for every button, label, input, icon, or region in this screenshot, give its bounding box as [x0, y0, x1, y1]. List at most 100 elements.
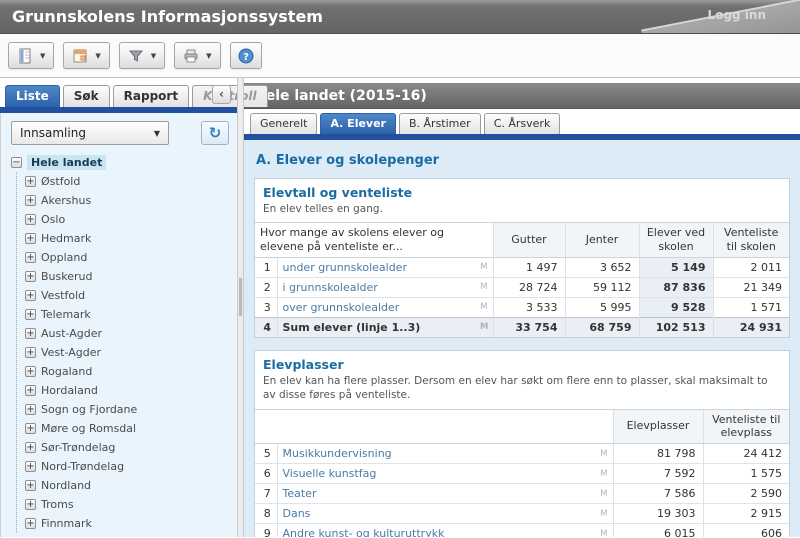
tree-item-label[interactable]: Buskerud [41, 270, 93, 283]
tree-children: + Østfold + Akershus + Oslo [16, 172, 237, 533]
tree-item: + Sogn og Fjordane [17, 400, 237, 419]
sidebar-tab[interactable]: Liste [5, 85, 60, 107]
value-venteliste-elevplass: 606 [702, 523, 789, 537]
tree-item-label[interactable]: Oslo [41, 213, 66, 226]
value-venteliste: 1 571 [712, 296, 789, 318]
refresh-button[interactable]: ↻ [201, 121, 229, 145]
print-menu-button[interactable]: ▼ [174, 42, 221, 69]
value-elevplasser: 6 015 [612, 523, 703, 537]
tree-root-label[interactable]: Hele landet [27, 155, 107, 170]
tree-item-label[interactable]: Sogn og Fjordane [41, 403, 138, 416]
expand-plus-icon[interactable]: + [25, 442, 36, 453]
expand-plus-icon[interactable]: + [25, 461, 36, 472]
login-link[interactable]: Logg inn [707, 8, 766, 22]
main-tab[interactable]: B. Årstimer [398, 113, 481, 134]
tree-item-label[interactable]: Oppland [41, 251, 88, 264]
tree-item-label[interactable]: Akershus [41, 194, 92, 207]
expand-plus-icon[interactable]: + [25, 366, 36, 377]
collapse-expander-icon[interactable]: − [11, 157, 22, 168]
value-jenter: 3 652 [564, 256, 639, 278]
splitter-handle[interactable] [239, 278, 242, 316]
value-elever-ved-skolen: 87 836 [638, 276, 713, 298]
remark-marker[interactable]: M [595, 463, 613, 484]
remark-marker[interactable]: M [595, 443, 613, 464]
remark-marker[interactable]: M [474, 316, 493, 338]
table-row: 9 Andre kunst- og kulturuttrykk M 6 015 … [255, 523, 789, 537]
expand-plus-icon[interactable]: + [25, 195, 36, 206]
expand-plus-icon[interactable]: + [25, 423, 36, 434]
chevron-down-icon: ▼ [40, 51, 46, 60]
printer-icon [183, 48, 199, 64]
tree-item-label[interactable]: Nord-Trøndelag [41, 460, 125, 473]
row-label-link[interactable]: Dans [276, 503, 595, 524]
expand-plus-icon[interactable]: + [25, 233, 36, 244]
expand-plus-icon[interactable]: + [25, 518, 36, 529]
main-tab[interactable]: C. Årsverk [483, 113, 561, 134]
collection-select[interactable]: Innsamling ▼ [11, 121, 169, 145]
row-label-link[interactable]: over grunnskolealder [276, 296, 475, 318]
row-number: 5 [255, 443, 277, 464]
column-header: Venteliste til elevplass [702, 408, 789, 445]
expand-plus-icon[interactable]: + [25, 290, 36, 301]
expand-plus-icon[interactable]: + [25, 385, 36, 396]
row-label-link[interactable]: i grunnskolealder [276, 276, 475, 298]
document-menu-button[interactable]: ▼ [8, 42, 55, 69]
row-label-link[interactable]: under grunnskolealder [276, 256, 475, 278]
tree-item-label[interactable]: Hedmark [41, 232, 92, 245]
sidebar-tab[interactable]: Rapport [112, 85, 190, 107]
tree-item-label[interactable]: Rogaland [41, 365, 93, 378]
remark-marker[interactable]: M [474, 296, 493, 318]
tree-item-label[interactable]: Troms [41, 498, 74, 511]
remark-marker[interactable]: M [595, 503, 613, 524]
tree-item-label[interactable]: Vest-Agder [41, 346, 101, 359]
main-tab[interactable]: A. Elever [320, 113, 396, 134]
row-number: 8 [255, 503, 277, 524]
tree-item-label[interactable]: Sør-Trøndelag [41, 441, 116, 454]
sidebar-tab[interactable]: Søk [62, 85, 110, 107]
remark-marker[interactable]: M [595, 483, 613, 504]
remark-marker[interactable]: M [474, 276, 493, 298]
expand-plus-icon[interactable]: + [25, 252, 36, 263]
expand-plus-icon[interactable]: + [25, 309, 36, 320]
column-header: Jenter [564, 222, 639, 258]
value-gutter: 3 533 [492, 296, 565, 318]
region-tree: − Hele landet + Østfold + Akershus [1, 151, 237, 533]
row-label-link[interactable]: Teater [276, 483, 595, 504]
row-label-link[interactable]: Andre kunst- og kulturuttrykk [276, 523, 595, 537]
filter-menu-button[interactable]: ▼ [118, 42, 166, 69]
tree-item: + Rogaland [17, 362, 237, 381]
row-label-link[interactable]: Visuelle kunstfag [276, 463, 595, 484]
expand-plus-icon[interactable]: + [25, 271, 36, 282]
panel-splitter[interactable] [237, 78, 244, 537]
tree-item: + Akershus [17, 191, 237, 210]
expand-plus-icon[interactable]: + [25, 499, 36, 510]
remark-marker[interactable]: M [474, 256, 493, 278]
tree-item-label[interactable]: Aust-Agder [41, 327, 103, 340]
column-header: Venteliste til skolen [712, 222, 789, 258]
tree-item-label[interactable]: Østfold [41, 175, 81, 188]
tree-item-label[interactable]: Møre og Romsdal [41, 422, 137, 435]
main-tab[interactable]: Generelt [250, 113, 318, 134]
help-button[interactable]: ? [229, 42, 262, 69]
chevron-down-icon: ▼ [150, 51, 157, 60]
tree-item-label[interactable]: Hordaland [41, 384, 98, 397]
tree-item-label[interactable]: Finnmark [41, 517, 92, 530]
expand-plus-icon[interactable]: + [25, 176, 36, 187]
expand-plus-icon[interactable]: + [25, 347, 36, 358]
sidebar-collapse-button[interactable]: ‹ [212, 85, 231, 104]
window-menu-button[interactable]: ▼ [63, 42, 110, 69]
expand-plus-icon[interactable]: + [25, 404, 36, 415]
elevtall-table: Hvor mange av skolens elever og elevene … [255, 222, 789, 338]
row-label-link[interactable]: Sum elever (linje 1..3) [276, 316, 475, 338]
tree-item-label[interactable]: Nordland [41, 479, 92, 492]
expand-plus-icon[interactable]: + [25, 328, 36, 339]
expand-plus-icon[interactable]: + [25, 480, 36, 491]
tree-item-label[interactable]: Telemark [41, 308, 91, 321]
table-row: 1 under grunnskolealder M 1 497 3 652 5 … [255, 256, 789, 278]
expand-plus-icon[interactable]: + [25, 214, 36, 225]
tree-item-label[interactable]: Vestfold [41, 289, 86, 302]
row-label-link[interactable]: Musikkundervisning [276, 443, 595, 464]
card-note: En elev telles en gang. [263, 203, 383, 215]
remark-marker[interactable]: M [595, 523, 613, 537]
value-venteliste-elevplass: 2 915 [702, 503, 789, 524]
